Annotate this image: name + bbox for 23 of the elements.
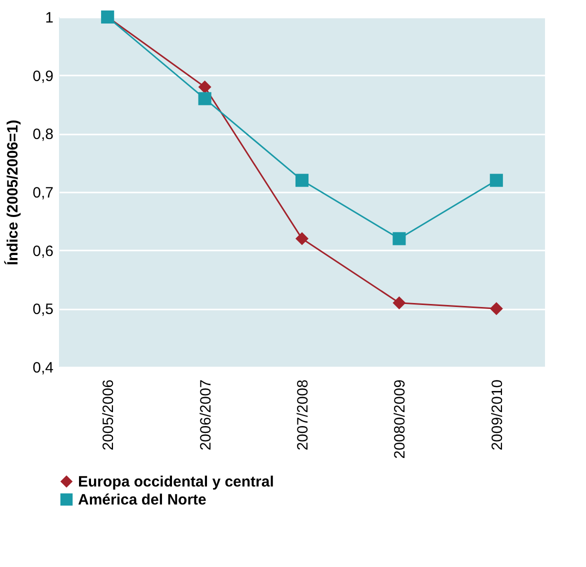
point — [490, 174, 503, 187]
y-tick-label: 0,7 — [32, 184, 54, 202]
y-tick-label: 0,5 — [32, 301, 54, 318]
point — [490, 302, 503, 316]
legend-label: América del Norte — [78, 492, 206, 508]
point — [392, 232, 406, 246]
y-tick-label: 0,4 — [32, 360, 54, 376]
y-axis-title: Índice (2005/2006=1) — [4, 120, 22, 266]
point — [392, 296, 406, 310]
x-tick-label: 2009/2010 — [488, 380, 506, 450]
x-tick-label: 2007/2008 — [294, 380, 312, 450]
point — [295, 174, 309, 187]
y-tick-label: 1 — [45, 10, 54, 26]
point — [198, 92, 212, 106]
y-tick-label: 0,8 — [32, 126, 54, 144]
y-tick-label: 0,9 — [32, 68, 54, 85]
point — [295, 232, 309, 246]
x-tick-label: 2005/2006 — [100, 380, 118, 450]
point — [198, 80, 212, 94]
x-tick-label: 2006/2007 — [197, 380, 214, 450]
y-tick-label: 0,6 — [32, 242, 54, 260]
legend-label: Europa occidental y central — [78, 474, 274, 490]
x-tick-label: 20080/2009 — [392, 380, 409, 459]
